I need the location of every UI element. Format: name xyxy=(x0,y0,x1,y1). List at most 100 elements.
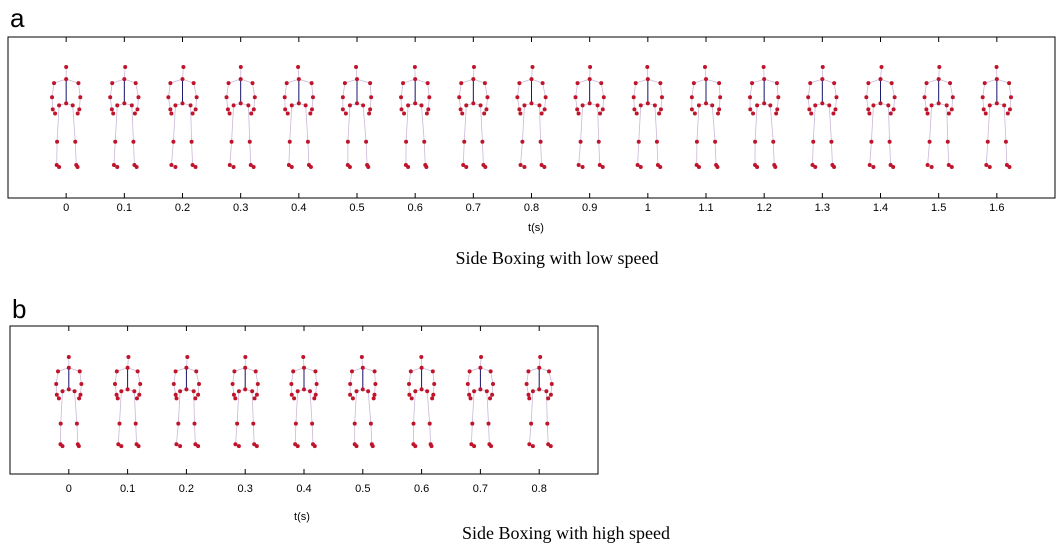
joint xyxy=(462,139,467,144)
joint xyxy=(367,111,372,116)
joint xyxy=(408,369,413,374)
joint xyxy=(652,103,657,108)
joint xyxy=(283,107,288,112)
joint xyxy=(820,101,825,106)
joint xyxy=(808,81,813,86)
joint xyxy=(491,382,495,386)
joint xyxy=(527,442,532,447)
bone xyxy=(193,391,195,424)
bone xyxy=(659,83,663,98)
joint xyxy=(634,111,639,116)
joint xyxy=(588,65,593,69)
joint xyxy=(66,365,71,370)
bone xyxy=(137,97,139,110)
bone xyxy=(473,78,486,84)
joint xyxy=(134,164,139,169)
joint xyxy=(692,111,697,116)
joint xyxy=(994,77,999,82)
joint xyxy=(425,389,430,394)
joint xyxy=(238,101,243,106)
joint xyxy=(529,101,534,106)
joint xyxy=(522,164,527,169)
joint xyxy=(185,355,190,359)
x-tick-label: 0.5 xyxy=(349,202,364,214)
joint xyxy=(929,103,934,108)
joint xyxy=(717,81,722,86)
joint xyxy=(372,369,377,374)
joint xyxy=(232,369,237,374)
skeleton xyxy=(748,65,781,169)
bone xyxy=(226,97,229,110)
joint xyxy=(413,77,418,82)
bone xyxy=(307,141,310,165)
x-tick-label: 1.6 xyxy=(989,202,1004,214)
joint xyxy=(807,107,812,112)
joint xyxy=(925,162,930,167)
joint xyxy=(116,442,121,447)
bone xyxy=(835,97,837,110)
bone xyxy=(1005,141,1008,165)
joint xyxy=(302,365,306,370)
joint xyxy=(340,95,345,100)
joint xyxy=(922,95,927,100)
bone xyxy=(633,83,637,98)
joint xyxy=(524,382,529,386)
bone xyxy=(255,371,259,385)
skeleton xyxy=(689,65,723,169)
skeleton xyxy=(465,355,495,449)
joint xyxy=(710,103,715,108)
joint xyxy=(66,355,71,359)
bone xyxy=(807,83,811,98)
joint xyxy=(368,107,373,112)
panel-label: a xyxy=(10,3,25,33)
joint xyxy=(180,77,185,82)
joint xyxy=(924,81,929,86)
joint xyxy=(748,107,753,112)
joint xyxy=(949,164,954,169)
bone xyxy=(575,83,578,98)
skeleton xyxy=(108,65,141,169)
joint xyxy=(871,164,876,169)
joint xyxy=(168,107,173,112)
joint xyxy=(230,382,235,386)
joint xyxy=(691,81,696,86)
joint xyxy=(225,107,230,112)
joint xyxy=(413,444,418,449)
joint xyxy=(355,77,359,82)
bone xyxy=(982,83,986,98)
x-tick-label: 0.1 xyxy=(120,483,135,495)
joint xyxy=(924,107,929,112)
bone xyxy=(405,105,409,142)
joint xyxy=(360,387,365,392)
joint xyxy=(243,355,248,359)
bone xyxy=(297,66,300,80)
joint xyxy=(645,65,650,69)
joint xyxy=(413,101,418,106)
joint xyxy=(530,444,535,449)
joint xyxy=(64,77,69,82)
bone xyxy=(929,105,932,142)
bone xyxy=(470,423,473,445)
skeleton xyxy=(166,65,199,169)
joint xyxy=(111,162,116,167)
joint xyxy=(193,396,198,401)
joint xyxy=(484,107,489,112)
bone xyxy=(718,97,721,110)
bone xyxy=(691,83,695,98)
joint xyxy=(659,95,664,100)
bone xyxy=(311,83,314,98)
joint xyxy=(301,355,306,359)
bone xyxy=(822,78,835,84)
bone xyxy=(985,141,989,165)
bone xyxy=(531,66,533,80)
x-tick-label: 0.2 xyxy=(179,483,194,495)
bone xyxy=(471,391,475,424)
joint xyxy=(526,369,531,374)
joint xyxy=(350,396,355,401)
joint xyxy=(233,396,238,401)
bone xyxy=(365,141,368,165)
bone xyxy=(516,97,520,110)
joint xyxy=(431,392,436,397)
bone xyxy=(309,391,313,424)
joint xyxy=(293,421,298,426)
